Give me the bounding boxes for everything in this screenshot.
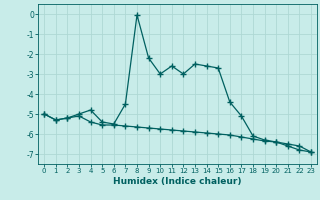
X-axis label: Humidex (Indice chaleur): Humidex (Indice chaleur) <box>113 177 242 186</box>
